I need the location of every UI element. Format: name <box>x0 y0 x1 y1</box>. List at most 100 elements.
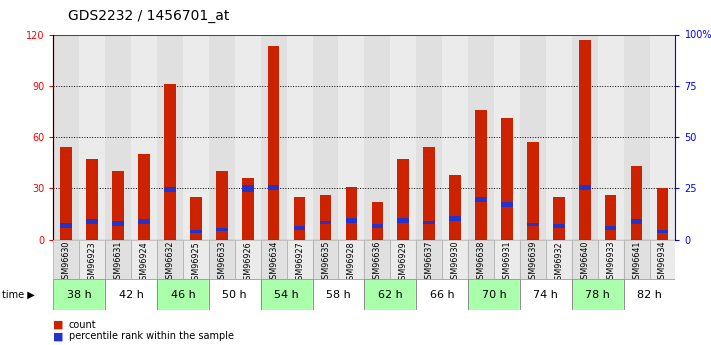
Bar <box>338 34 364 240</box>
Bar <box>53 240 79 279</box>
Bar <box>468 279 520 310</box>
Bar <box>105 240 131 279</box>
Bar <box>468 240 494 279</box>
Bar <box>572 279 624 310</box>
Text: 38 h: 38 h <box>67 290 92 299</box>
Bar <box>105 279 157 310</box>
Text: time ▶: time ▶ <box>2 290 35 299</box>
Bar <box>320 195 331 240</box>
Bar <box>183 34 209 240</box>
Bar <box>287 34 313 240</box>
Bar <box>468 279 520 310</box>
Text: GSM96928: GSM96928 <box>347 241 356 285</box>
Bar <box>268 185 279 190</box>
Text: 54 h: 54 h <box>274 290 299 299</box>
Bar <box>105 240 131 279</box>
Text: GSM96630: GSM96630 <box>62 241 71 284</box>
Bar <box>112 171 124 240</box>
Bar <box>261 279 313 310</box>
Bar <box>183 240 209 279</box>
Text: GSM96931: GSM96931 <box>503 241 511 285</box>
Text: 62 h: 62 h <box>378 290 402 299</box>
Bar <box>449 175 461 240</box>
Text: 58 h: 58 h <box>326 290 351 299</box>
Bar <box>553 224 565 228</box>
Bar <box>553 197 565 240</box>
Text: GSM96639: GSM96639 <box>528 241 538 285</box>
Bar <box>131 240 157 279</box>
Bar <box>105 34 131 240</box>
Bar <box>53 279 105 310</box>
Bar <box>520 240 546 279</box>
Bar <box>235 240 261 279</box>
Bar <box>390 34 416 240</box>
Bar <box>216 228 228 231</box>
Bar <box>468 34 494 240</box>
Bar <box>605 226 616 229</box>
Bar <box>624 240 650 279</box>
Bar <box>313 240 338 279</box>
Bar <box>261 279 313 310</box>
Bar <box>157 279 209 310</box>
Bar <box>494 34 520 240</box>
Bar <box>346 187 357 240</box>
Text: 50 h: 50 h <box>223 290 247 299</box>
Bar <box>520 34 546 240</box>
Bar <box>105 279 157 310</box>
Bar <box>53 240 79 279</box>
Bar <box>164 84 176 240</box>
Bar <box>313 279 364 310</box>
Bar <box>624 34 650 240</box>
Bar <box>449 216 461 221</box>
Bar <box>416 279 468 310</box>
Bar <box>294 226 306 229</box>
Bar <box>287 240 313 279</box>
Text: GSM96635: GSM96635 <box>321 241 330 285</box>
Bar <box>60 147 72 240</box>
Bar <box>572 34 598 240</box>
Text: GSM96929: GSM96929 <box>399 241 408 285</box>
Text: GSM96632: GSM96632 <box>166 241 174 285</box>
Bar <box>261 240 287 279</box>
Bar <box>313 34 338 240</box>
Text: GSM96633: GSM96633 <box>218 241 226 284</box>
Bar <box>294 197 306 240</box>
Bar <box>157 279 209 310</box>
Text: GDS2232 / 1456701_at: GDS2232 / 1456701_at <box>68 9 229 23</box>
Text: GSM96933: GSM96933 <box>606 241 615 285</box>
Text: 46 h: 46 h <box>171 290 196 299</box>
Bar <box>209 240 235 279</box>
Bar <box>235 34 261 240</box>
Text: GSM96640: GSM96640 <box>580 241 589 284</box>
Text: GSM96926: GSM96926 <box>243 241 252 285</box>
Bar <box>157 34 183 240</box>
Bar <box>157 240 183 279</box>
Text: 42 h: 42 h <box>119 290 144 299</box>
Text: GSM96925: GSM96925 <box>191 241 201 285</box>
Bar <box>579 185 591 190</box>
Bar <box>190 197 202 240</box>
Bar <box>338 240 364 279</box>
Bar <box>164 187 176 192</box>
Bar <box>442 34 468 240</box>
Text: 70 h: 70 h <box>481 290 506 299</box>
Bar <box>416 34 442 240</box>
Bar <box>138 154 150 240</box>
Bar <box>235 240 261 279</box>
Bar <box>423 221 435 224</box>
Bar <box>598 240 624 279</box>
Bar <box>624 279 675 310</box>
Bar <box>138 219 150 224</box>
Bar <box>624 279 675 310</box>
Bar <box>209 279 261 310</box>
Bar <box>494 240 520 279</box>
Bar <box>268 47 279 240</box>
Bar <box>112 221 124 226</box>
Bar <box>313 240 338 279</box>
Text: GSM96924: GSM96924 <box>139 241 149 285</box>
Bar <box>624 240 650 279</box>
Bar <box>475 110 487 240</box>
Bar <box>657 229 668 233</box>
Bar <box>216 171 228 240</box>
Bar <box>242 178 254 240</box>
